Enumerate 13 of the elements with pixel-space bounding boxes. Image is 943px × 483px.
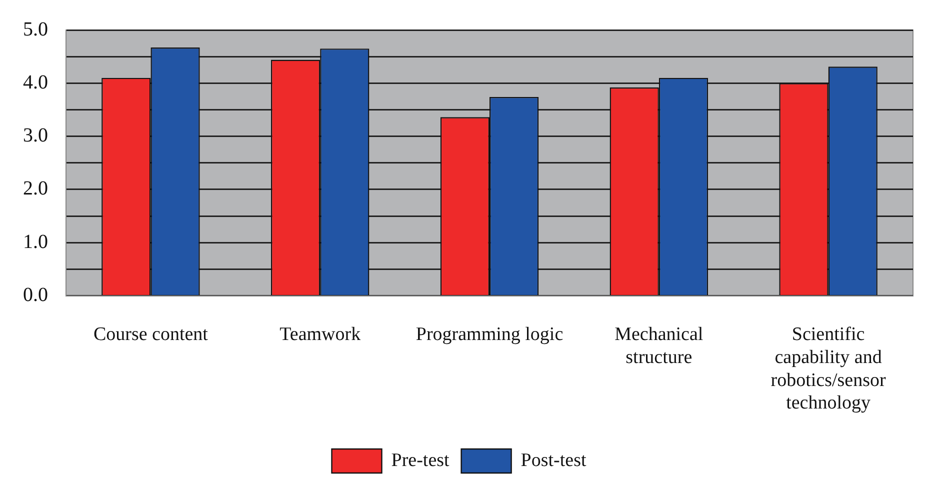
- y-tick-label: 4.0: [23, 71, 48, 94]
- legend-label: Pre-test: [391, 450, 450, 471]
- x-tick-label: Programming logic: [416, 324, 564, 346]
- y-tick-label: 0.0: [23, 284, 48, 306]
- x-tick-label: Course content: [93, 324, 209, 346]
- legend-label: Post-test: [520, 450, 587, 471]
- y-tick-label: 1.0: [23, 230, 48, 253]
- x-tick-label: Teamwork: [280, 324, 362, 346]
- y-tick-label: 5.0: [23, 18, 48, 40]
- y-tick-label: 2.0: [23, 178, 48, 200]
- x-tick-label: Mechanical structure: [614, 324, 704, 368]
- y-tick-label: 3.0: [23, 124, 48, 147]
- x-tick-label: Scientific capability and robotics/sensor technology: [770, 324, 886, 414]
